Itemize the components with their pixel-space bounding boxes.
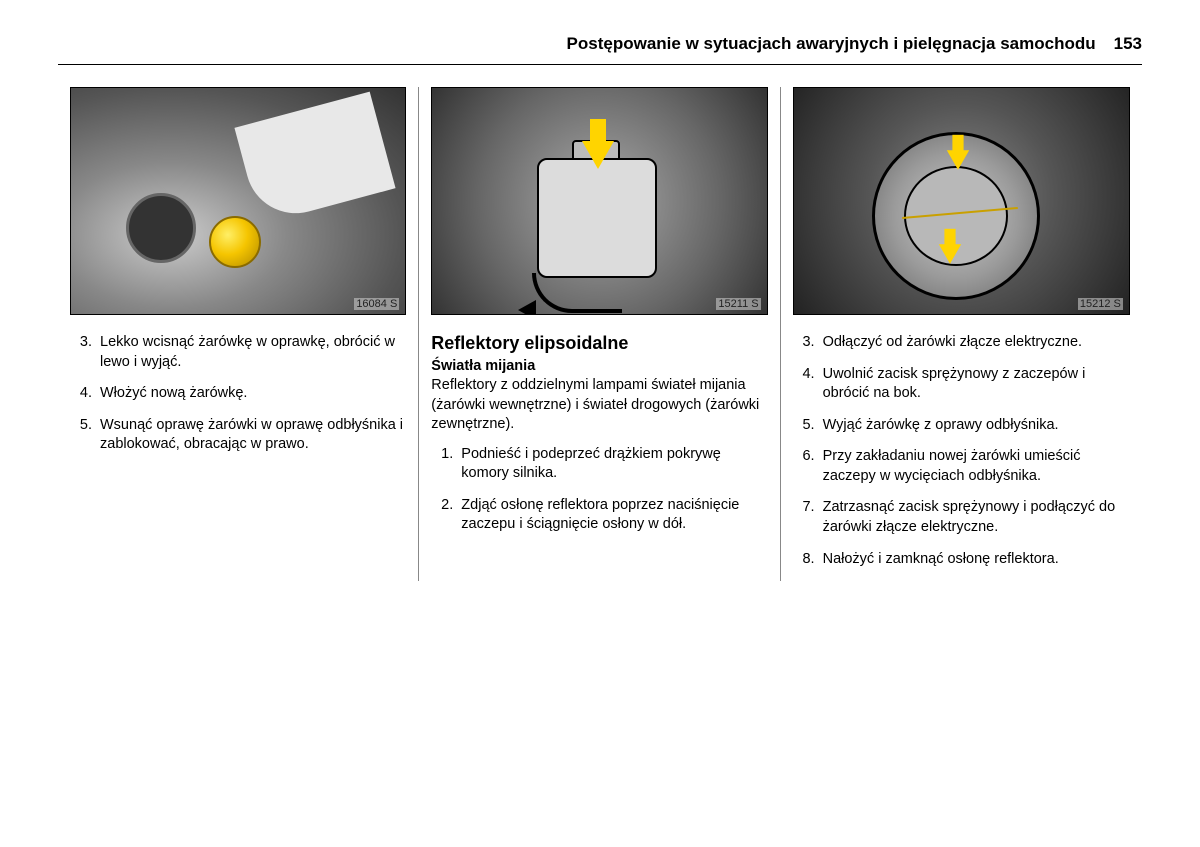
list-item: Podnieść i podeprzeć drążkiem pokrywę ko…	[457, 445, 767, 484]
list-item: Zatrzasnąć zacisk sprężynowy i podłączyć…	[819, 498, 1130, 537]
list-item: Nałożyć i zamknąć osłonę reflektora.	[819, 550, 1130, 570]
figure-id: 15212 S	[1078, 298, 1123, 310]
list-item: Przy zakładaniu nowej żarówki umieścić z…	[819, 447, 1130, 486]
figure-id: 16084 S	[354, 298, 399, 310]
subheading: Światła mijania	[431, 358, 767, 374]
list-item: Włożyć nową żarówkę.	[96, 384, 406, 404]
column-center: 15211 S Reflektory elipsoidalne Światła …	[419, 87, 780, 581]
list-item: Uwolnić zacisk sprężynowy z zaczepów i o…	[819, 365, 1130, 404]
section-title: Postępowanie w sytuacjach awaryjnych i p…	[567, 34, 1096, 54]
list-item: Zdjąć osłonę reflektora poprzez naciśnię…	[457, 496, 767, 535]
manual-page: Postępowanie w sytuacjach awaryjnych i p…	[0, 0, 1200, 581]
arrow-down-icon	[938, 244, 960, 264]
steps-list-left: Lekko wcisnąć żarówkę w oprawkę, obrócić…	[70, 333, 406, 455]
page-number: 153	[1114, 34, 1142, 54]
list-item: Lekko wcisnąć żarówkę w oprawkę, obrócić…	[96, 333, 406, 372]
list-item: Odłączyć od żarówki złącze elektryczne.	[819, 333, 1130, 353]
column-left: 16084 S Lekko wcisnąć żarówkę w oprawkę,…	[58, 87, 419, 581]
arrow-down-icon	[582, 141, 614, 169]
steps-list-right: Odłączyć od żarówki złącze elektryczne. …	[793, 333, 1130, 569]
steps-list-center: Podnieść i podeprzeć drążkiem pokrywę ko…	[431, 445, 767, 535]
list-item: Wyjąć żarówkę z oprawy odbłyśnika.	[819, 416, 1130, 436]
figure-id: 15211 S	[716, 298, 760, 310]
figure-bulb-removal: 16084 S	[70, 87, 406, 315]
page-header: Postępowanie w sytuacjach awaryjnych i p…	[58, 34, 1142, 65]
list-item: Wsunąć oprawę żarówki w oprawę odbłyśnik…	[96, 416, 406, 455]
arrow-down-icon	[946, 150, 968, 170]
three-column-layout: 16084 S Lekko wcisnąć żarówkę w oprawkę,…	[58, 87, 1142, 581]
intro-paragraph: Reflektory z oddzielnymi lampami świateł…	[431, 376, 767, 435]
bulb-icon	[209, 216, 261, 268]
column-right: 15212 S Odłączyć od żarówki złącze elekt…	[781, 87, 1142, 581]
section-heading: Reflektory elipsoidalne	[431, 333, 767, 354]
figure-cover-removal: 15211 S	[431, 87, 767, 315]
figure-spring-clip: 15212 S	[793, 87, 1130, 315]
